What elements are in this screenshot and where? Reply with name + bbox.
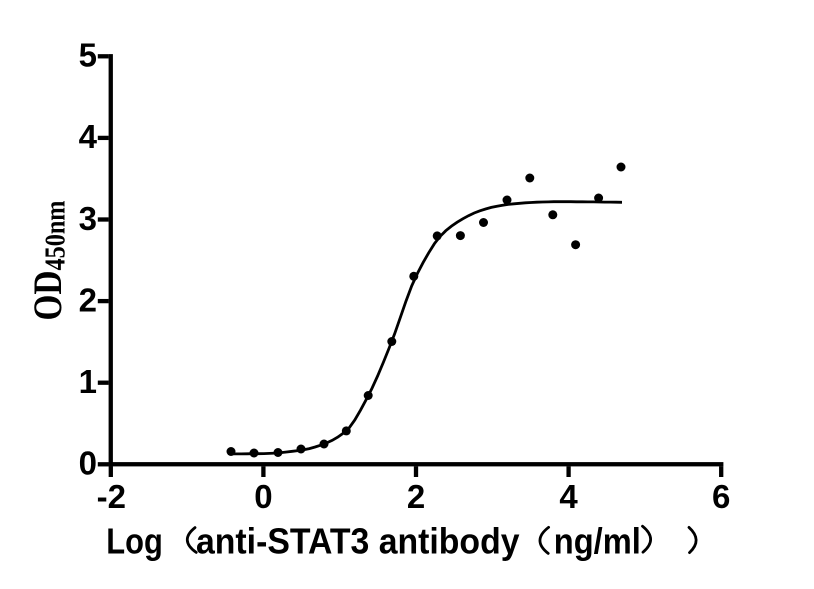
svg-text:2: 2 xyxy=(79,281,97,318)
svg-text:5: 5 xyxy=(79,37,97,74)
svg-text:2: 2 xyxy=(407,478,425,515)
svg-text:Log: Log xyxy=(106,521,163,562)
svg-text:0: 0 xyxy=(254,478,272,515)
svg-text:1: 1 xyxy=(79,363,97,400)
svg-text:3: 3 xyxy=(79,200,97,237)
svg-text:4: 4 xyxy=(559,478,578,515)
svg-text:OD: OD xyxy=(25,271,70,321)
svg-text:anti-STAT3 antibody: anti-STAT3 antibody xyxy=(196,521,520,562)
svg-text:4: 4 xyxy=(79,118,98,155)
svg-text:ng/ml: ng/ml xyxy=(554,521,641,562)
svg-text:-2: -2 xyxy=(97,478,126,515)
svg-text:450nm: 450nm xyxy=(41,201,72,271)
svg-text:6: 6 xyxy=(712,478,730,515)
svg-text:0: 0 xyxy=(79,444,97,481)
